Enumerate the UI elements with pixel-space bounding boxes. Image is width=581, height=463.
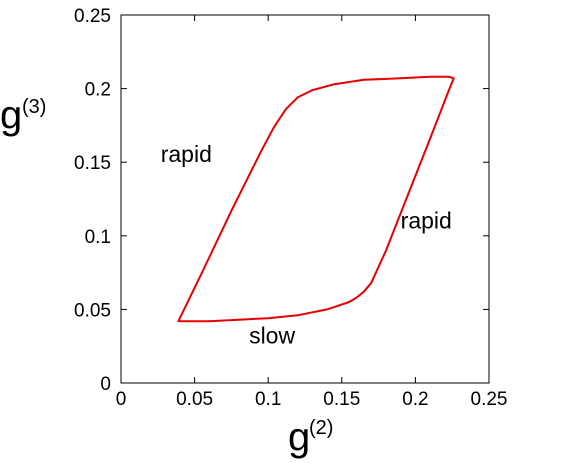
- data-point: [296, 314, 299, 317]
- tick-labels: 0 0.05 0.1 0.15 0.2 0.25 0 0.05 0.1 0.15 0.2 0.25: [74, 6, 507, 410]
- data-point: [273, 125, 275, 128]
- data-point: [370, 282, 373, 284]
- data-point: [399, 77, 402, 80]
- x-tick-label: 0.1: [255, 389, 281, 410]
- x-tick-label: 0.2: [402, 389, 428, 410]
- data-point: [362, 290, 365, 293]
- data-point: [237, 318, 240, 321]
- data-point: [407, 193, 409, 196]
- x-tick-label: 0.15: [323, 389, 360, 410]
- annotation-rapid: rapid: [161, 141, 212, 167]
- data-point: [355, 296, 358, 299]
- data-point: [448, 75, 451, 78]
- annotation-rapid: rapid: [401, 207, 452, 233]
- data-point: [177, 320, 180, 323]
- data-point: [446, 92, 449, 94]
- y-tick-label: 0.25: [74, 6, 111, 27]
- data-point: [385, 249, 387, 252]
- x-axis-label: g: [288, 415, 310, 459]
- x-tick-label: 0.05: [176, 389, 213, 410]
- data-point: [284, 108, 287, 111]
- y-tick-label: 0.15: [74, 153, 111, 174]
- series-points: [177, 75, 455, 323]
- data-point: [429, 137, 432, 140]
- data-point: [279, 117, 281, 119]
- data-point: [429, 75, 432, 78]
- plot-frame: [120, 14, 490, 384]
- data-point: [259, 150, 262, 153]
- y-tick-label: 0.2: [85, 80, 111, 101]
- x-tick-label: 0.25: [471, 389, 508, 410]
- x-axis-label-superscript: (2): [309, 417, 333, 439]
- data-point: [201, 271, 203, 274]
- annotation-slow: slow: [249, 322, 295, 348]
- data-point: [348, 301, 351, 303]
- tick-marks: [120, 14, 490, 384]
- y-tick-label: 0.05: [74, 300, 111, 321]
- data-point: [326, 308, 328, 311]
- data-point: [362, 78, 365, 81]
- data-point: [230, 209, 233, 212]
- data-point: [311, 89, 314, 91]
- annotations: rapid rapid slow: [161, 141, 452, 348]
- data-point: [190, 320, 193, 323]
- data-point: [333, 83, 336, 86]
- data-point: [296, 96, 299, 99]
- y-tick-label: 0.1: [85, 227, 111, 248]
- data-point: [452, 77, 455, 80]
- data-point: [267, 317, 270, 320]
- y-axis-label-superscript: (3): [22, 96, 46, 118]
- data-point: [208, 320, 211, 323]
- y-axis-label: g: [0, 93, 22, 137]
- y-tick-label: 0: [100, 374, 111, 395]
- series-line: [177, 75, 455, 323]
- x-tick-label: 0: [116, 389, 127, 410]
